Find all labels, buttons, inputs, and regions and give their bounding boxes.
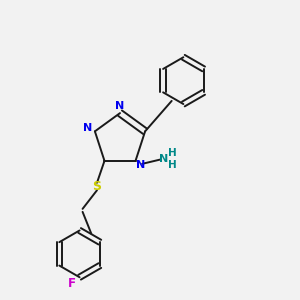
Text: N: N bbox=[83, 123, 92, 133]
Text: H: H bbox=[168, 148, 176, 158]
Text: H: H bbox=[168, 160, 176, 170]
Text: N: N bbox=[159, 154, 169, 164]
Text: N: N bbox=[116, 100, 124, 111]
Text: N: N bbox=[136, 160, 146, 170]
Text: F: F bbox=[68, 277, 76, 290]
Text: S: S bbox=[92, 180, 101, 193]
